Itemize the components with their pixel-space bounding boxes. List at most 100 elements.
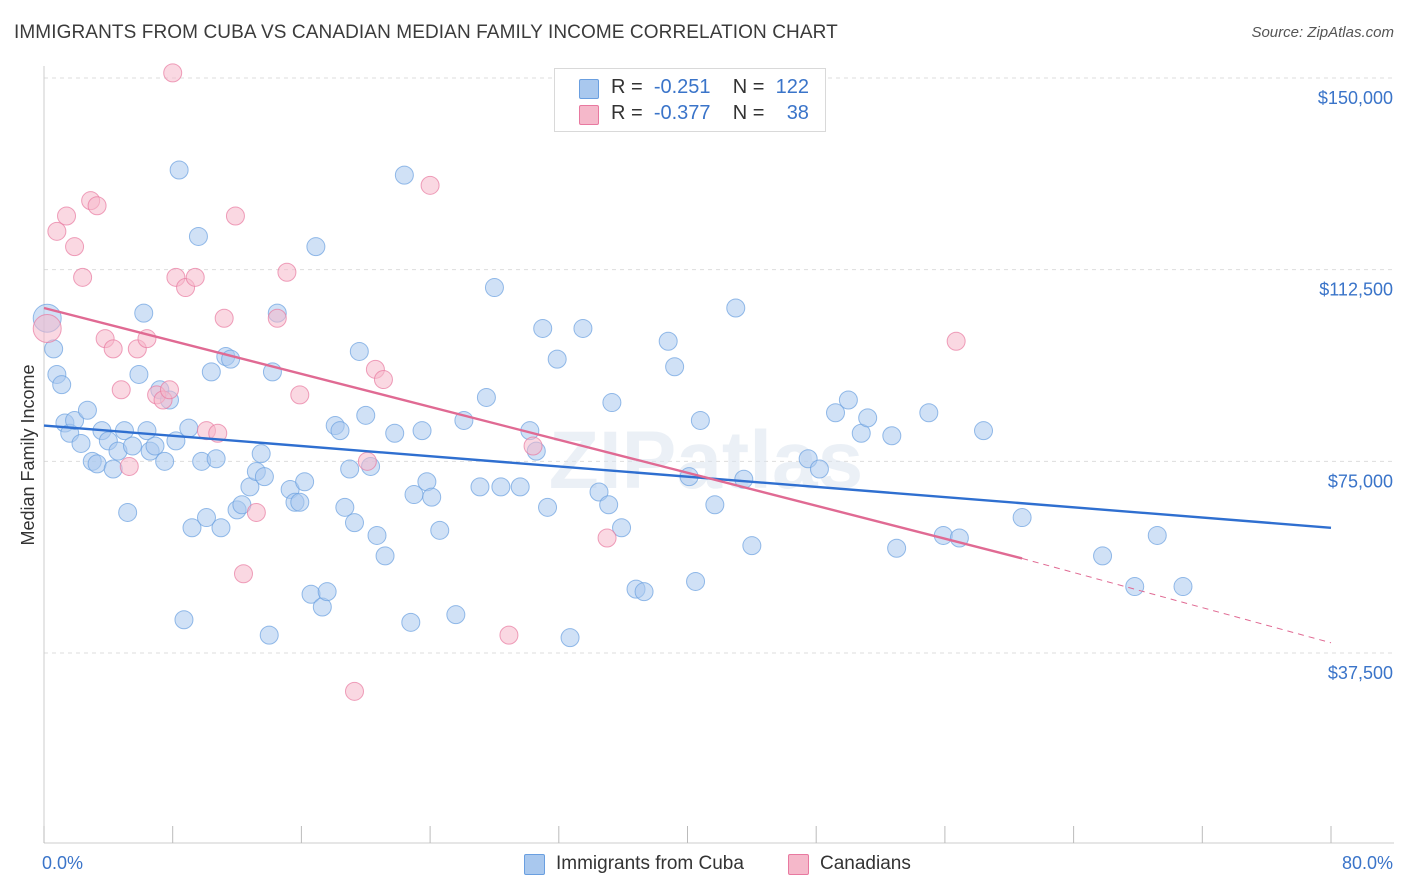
- cuba-point: [65, 410, 85, 430]
- cuba-point: [560, 628, 580, 648]
- cuba-point: [538, 497, 558, 517]
- cuba-point: [602, 393, 622, 413]
- canadians-point: [290, 385, 310, 405]
- canadians-point: [267, 308, 287, 328]
- cuba-point: [211, 518, 231, 538]
- cuba-point: [882, 426, 902, 446]
- canadians-point: [32, 313, 62, 343]
- cuba-point: [118, 502, 138, 522]
- legend-n-value: 38: [786, 102, 809, 124]
- cuba-point: [356, 405, 376, 425]
- canadians-point: [185, 267, 205, 287]
- cuba-point: [974, 421, 994, 441]
- cuba-point: [179, 418, 199, 438]
- legend-r-value: -0.377: [653, 102, 711, 124]
- cuba-point: [826, 403, 846, 423]
- cuba-point: [206, 449, 226, 469]
- cuba-point: [201, 362, 221, 382]
- cuba-point: [375, 546, 395, 566]
- cuba-point: [401, 612, 421, 632]
- cuba-point: [340, 459, 360, 479]
- cuba-point: [169, 160, 189, 180]
- cuba-point: [573, 318, 593, 338]
- cuba-point: [87, 454, 107, 474]
- cuba-point: [690, 410, 710, 430]
- cuba-point: [1125, 577, 1145, 597]
- canadians-point: [357, 451, 377, 471]
- cuba-point: [385, 423, 405, 443]
- cuba-point: [686, 571, 706, 591]
- canadians-point: [47, 221, 67, 241]
- canadians-point: [87, 196, 107, 216]
- series-legend: Immigrants from Cuba Canadians: [0, 852, 1406, 878]
- stats-legend: R = -0.251 N = 122 R = -0.377 N = 38: [554, 68, 826, 132]
- cuba-point: [484, 278, 504, 298]
- canadians-point: [163, 63, 183, 83]
- cuba-point: [254, 467, 274, 487]
- canadians-point: [65, 237, 85, 257]
- x-tick-label: 80.0%: [1342, 853, 1393, 873]
- source-credit: Source: ZipAtlas.com: [1251, 24, 1394, 41]
- cuba-point: [344, 513, 364, 533]
- legend-n-label: N =: [732, 76, 765, 98]
- cuba-point: [1012, 508, 1032, 528]
- cuba-point: [599, 495, 619, 515]
- y-tick-label: $37,500: [1328, 663, 1393, 683]
- cuba-point: [251, 444, 271, 464]
- canadians-point: [344, 681, 364, 701]
- cuba-point: [412, 421, 432, 441]
- cuba-point: [174, 610, 194, 630]
- cuba-point: [1147, 525, 1167, 545]
- cuba-point: [317, 582, 337, 602]
- cuba-point: [295, 472, 315, 492]
- legend-swatch-cuba: [579, 79, 599, 99]
- x-tick-label: 0.0%: [42, 853, 83, 873]
- legend-r-label: R =: [611, 102, 643, 124]
- canadians-point: [208, 423, 228, 443]
- cuba-point: [145, 436, 165, 456]
- canadians-trend-extension: [1021, 557, 1332, 644]
- cuba-point: [510, 477, 530, 497]
- canadians-point: [111, 380, 131, 400]
- legend-swatch-canadians: [579, 105, 599, 125]
- cuba-point: [182, 518, 202, 538]
- cuba-point: [547, 349, 567, 369]
- cuba-point: [887, 538, 907, 558]
- cuba-point: [589, 482, 609, 502]
- cuba-point: [335, 497, 355, 517]
- cuba-point: [742, 536, 762, 556]
- cuba-point: [858, 408, 878, 428]
- cuba-point: [665, 357, 685, 377]
- cuba-point: [134, 303, 154, 323]
- legend-n-value: 122: [775, 76, 809, 98]
- cuba-point: [446, 605, 466, 625]
- y-axis-label: Median Family Income: [18, 364, 38, 545]
- canadians-point: [225, 206, 245, 226]
- cuba-point: [290, 492, 310, 512]
- cuba-point: [306, 237, 326, 257]
- cuba-point: [103, 459, 123, 479]
- cuba-point: [77, 400, 97, 420]
- canadians-point: [597, 528, 617, 548]
- cuba-point: [52, 375, 72, 395]
- legend-swatch-canadians: [788, 854, 809, 875]
- chart-title: IMMIGRANTS FROM CUBA VS CANADIAN MEDIAN …: [14, 22, 838, 43]
- cuba-point: [533, 318, 553, 338]
- cuba-point: [476, 387, 496, 407]
- cuba-point: [470, 477, 490, 497]
- canadians-point: [420, 175, 440, 195]
- canadians-point: [73, 267, 93, 287]
- canadians-point: [214, 308, 234, 328]
- y-tick-label: $150,000: [1318, 88, 1393, 108]
- cuba-trend-line: [43, 424, 1332, 529]
- cuba-point: [838, 390, 858, 410]
- legend-r-value: -0.251: [653, 76, 711, 98]
- canadians-point: [159, 380, 179, 400]
- cuba-point: [726, 298, 746, 318]
- cuba-point: [221, 349, 241, 369]
- canadians-point: [523, 436, 543, 456]
- cuba-point: [705, 495, 725, 515]
- cuba-point: [188, 226, 208, 246]
- legend-r-label: R =: [611, 76, 643, 98]
